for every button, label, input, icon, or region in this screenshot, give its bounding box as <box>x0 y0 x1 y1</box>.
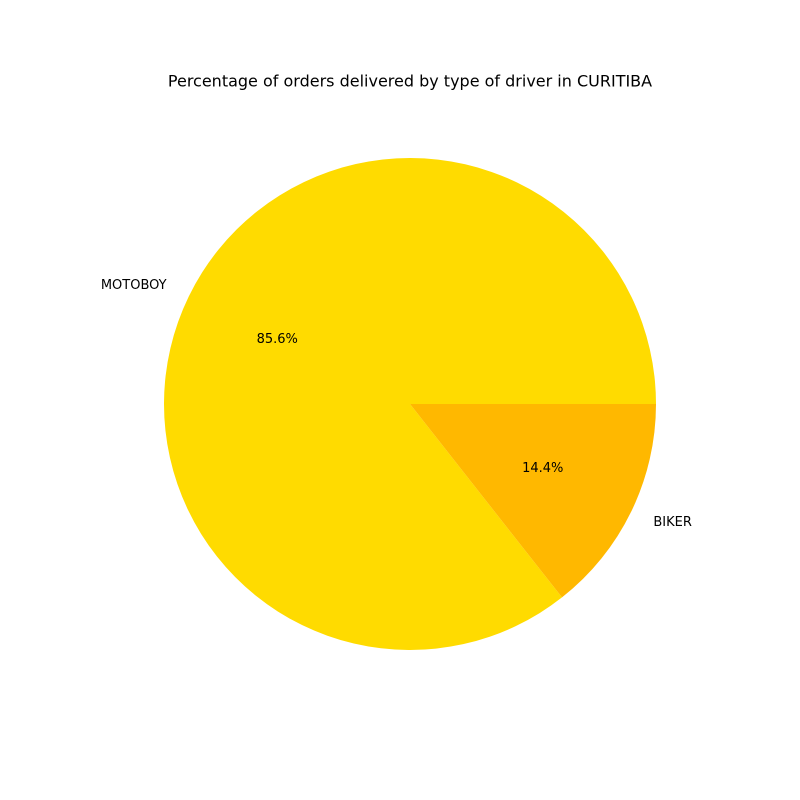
slice-label-motoboy: MOTOBOY <box>101 278 167 293</box>
pie-labels: MOTOBOY 85.6% BIKER 14.4% <box>101 278 692 530</box>
chart-title: Percentage of orders delivered by type o… <box>168 72 652 91</box>
pie-slices <box>163 158 656 651</box>
percentage-label-biker: 14.4% <box>522 461 563 476</box>
slice-label-biker: BIKER <box>653 515 692 530</box>
pie-slice-motoboy <box>163 158 656 651</box>
pie-slice-biker <box>410 404 656 598</box>
percentage-label-motoboy: 85.6% <box>257 332 298 347</box>
